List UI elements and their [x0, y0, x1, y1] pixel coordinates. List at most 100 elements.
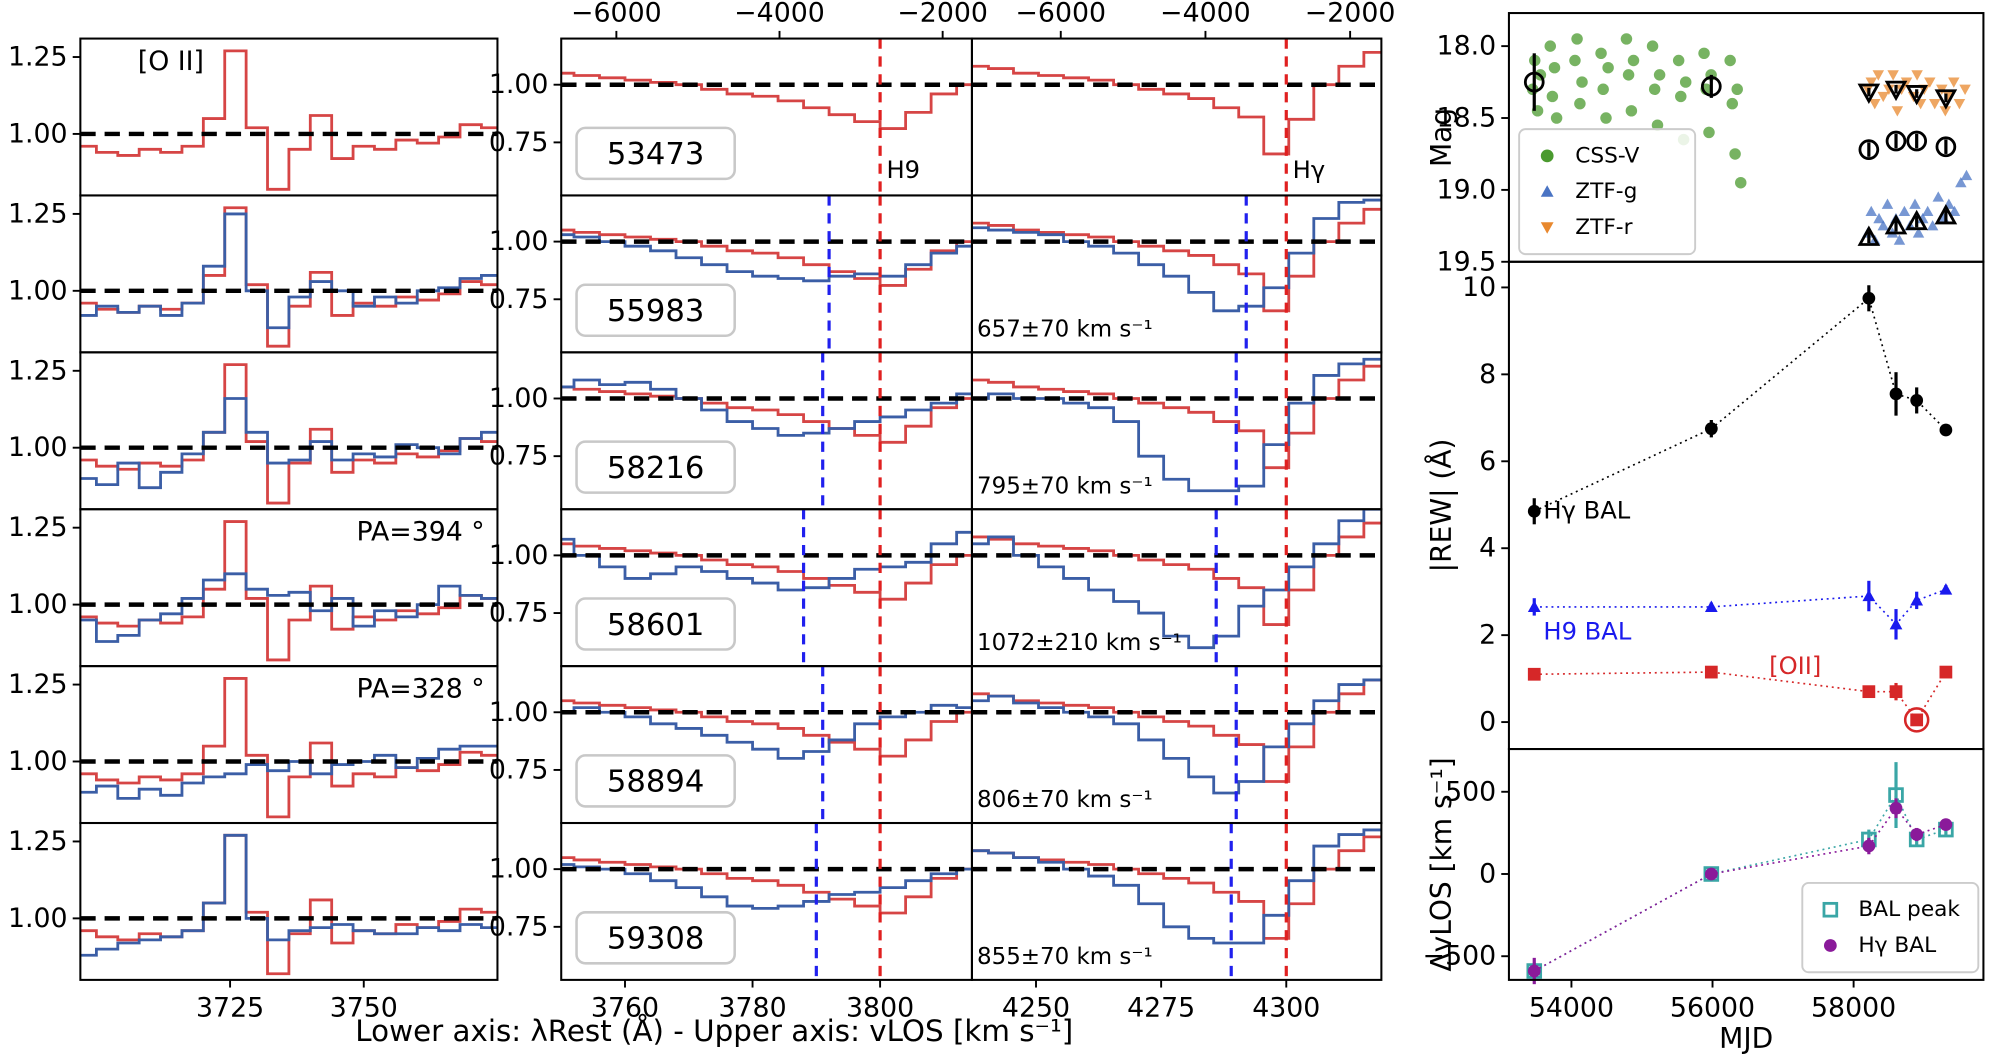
spectrum-panel: 806±70 km s⁻¹	[970, 665, 1383, 825]
point	[1955, 176, 1967, 188]
spectrum-panel: 1.00 1.25	[8, 194, 499, 354]
legend-marker	[1822, 901, 1839, 918]
legend-label: ZTF-r	[1575, 215, 1632, 240]
x2-tick-label: −6000	[1015, 0, 1106, 29]
plot-area	[561, 352, 972, 510]
point	[1932, 191, 1945, 202]
point	[1959, 84, 1971, 95]
marker	[1939, 583, 1953, 595]
point	[1602, 61, 1614, 74]
spectrum-line	[80, 49, 498, 191]
y-axis-label: |REW| (Å)	[1424, 438, 1458, 572]
y-tick-label: 10	[1462, 272, 1496, 303]
point	[1877, 91, 1889, 103]
y-tick-label: 18.5	[1437, 103, 1497, 134]
point	[1544, 40, 1557, 52]
x-tick-label: 3750	[330, 992, 398, 1023]
trend-line	[1533, 296, 1947, 513]
legend-marker	[1540, 185, 1554, 197]
x-tick-label: 58000	[1811, 992, 1896, 1023]
marker	[1704, 422, 1718, 436]
plot-area	[561, 666, 972, 824]
point	[1651, 119, 1664, 131]
legend-label: CSS-V	[1575, 143, 1639, 168]
frame	[1507, 748, 1985, 981]
spectrum-panel: 1072±210 km s⁻¹	[970, 508, 1383, 668]
marker	[1935, 136, 1957, 158]
spectrum-panel: 0.75 1.00 3760 3780 3800 59308	[489, 821, 973, 1023]
spectrum-panel: 1.00 1.25 [O II]	[8, 37, 499, 197]
y-tick-label: 1.00	[8, 903, 68, 934]
epoch-box	[575, 126, 736, 181]
legend-marker	[1823, 939, 1837, 952]
marker	[1884, 80, 1908, 102]
spectrum-line	[561, 378, 972, 437]
spectrum-line	[971, 828, 1382, 945]
point	[1698, 47, 1710, 60]
y-tick-label: 1.00	[8, 746, 68, 777]
spectrum-line	[971, 51, 1382, 156]
plot-area	[561, 195, 972, 353]
point	[1622, 69, 1635, 81]
x2-tick-label: −6000	[571, 0, 662, 29]
point	[1929, 99, 1941, 110]
spectrum-panel: 1.00 1.25 3725 3750	[8, 821, 499, 1023]
spectrum-panel: 0.75 1.00 58216	[489, 351, 973, 511]
epoch-label: 53473	[607, 137, 704, 172]
plot-area	[561, 509, 972, 667]
marker	[1910, 394, 1924, 407]
marker	[1905, 209, 1928, 231]
y-tick-label: 1.25	[8, 198, 68, 229]
point	[1872, 70, 1885, 81]
x-tick-label: 4275	[1127, 992, 1195, 1023]
point	[1883, 84, 1895, 95]
marker	[1884, 214, 1908, 235]
spectrum-line	[561, 71, 972, 130]
plot-area	[971, 823, 1382, 980]
y-tick-label: 1.00	[8, 275, 68, 306]
plot-area	[971, 509, 1382, 667]
point	[1926, 220, 1939, 231]
spectrum-line	[561, 530, 972, 592]
plot-area	[971, 195, 1382, 353]
marker	[1885, 130, 1907, 152]
marker	[1862, 839, 1876, 853]
legend-label: BAL peak	[1858, 897, 1960, 922]
x-tick-label: 3725	[196, 992, 264, 1023]
frame	[970, 821, 1383, 981]
y-tick-label: 1.00	[489, 697, 549, 728]
marker	[1905, 85, 1928, 106]
spectrum-line	[561, 542, 972, 601]
x2-tick-label: −2000	[1305, 0, 1396, 29]
y-tick-label: 0.75	[489, 284, 549, 315]
marker	[1862, 589, 1876, 602]
x2-tick-label: −2000	[897, 0, 988, 29]
plot-area	[561, 823, 972, 980]
point	[1921, 205, 1934, 217]
point	[1625, 105, 1638, 117]
x2-tick-label: −4000	[734, 0, 825, 29]
series-label: H9 BAL	[1543, 618, 1632, 646]
point	[1548, 61, 1561, 74]
annotation: PA=328 °	[357, 674, 485, 705]
point	[1726, 97, 1739, 110]
x-tick-label: 54000	[1529, 992, 1614, 1023]
time-panel: 0 2 4 6 8 10 |REW| (Å) Hγ BAL H9 BAL [OII]	[1424, 260, 1985, 751]
point	[1865, 77, 1877, 88]
spectrum-panel: 1.00 1.25	[8, 351, 499, 511]
epoch-box	[575, 911, 736, 965]
spectrum-line	[561, 233, 972, 283]
legend-box	[1518, 128, 1697, 256]
y-tick-label: 1.00	[489, 383, 549, 414]
series-label: Hγ BAL	[1543, 497, 1630, 525]
epoch-label: 59308	[607, 922, 704, 957]
y-tick-label: 1.25	[8, 512, 68, 543]
marker	[1527, 504, 1541, 518]
series-label: [OII]	[1769, 652, 1821, 680]
point	[1653, 69, 1666, 81]
x-tick-label: 4250	[1002, 992, 1070, 1023]
point	[1546, 90, 1559, 103]
